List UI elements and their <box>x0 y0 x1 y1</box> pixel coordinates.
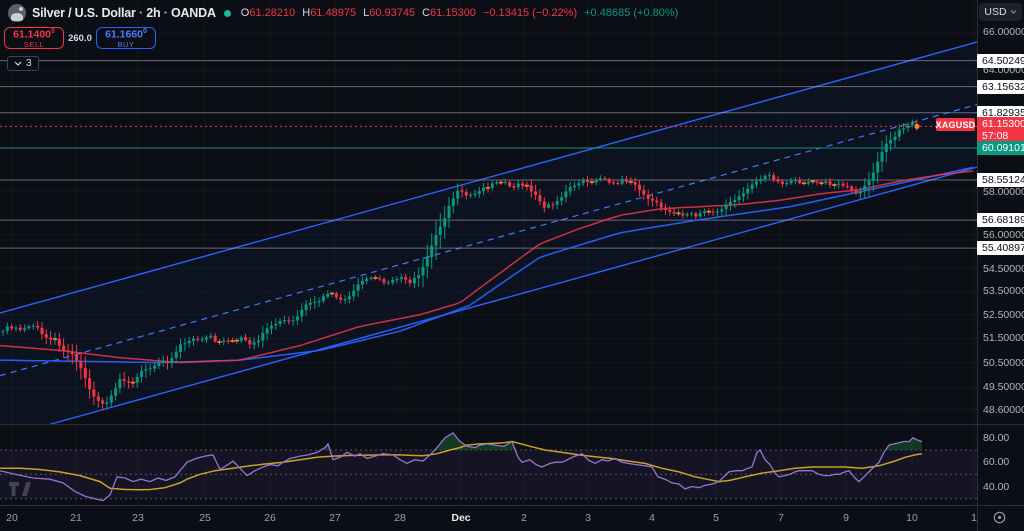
currency-toggle-button[interactable]: USD <box>979 3 1022 21</box>
time-axis[interactable]: 20 21 23 25 26 27 28 Dec 2 3 4 5 7 9 10 1 <box>0 506 977 531</box>
time-axis-label: 2 <box>521 512 527 524</box>
change-percent: +0.48685 (+0.80%) <box>584 7 679 19</box>
price-tick-label: 52.50000 <box>983 309 1024 321</box>
market-open-dot-icon[interactable] <box>223 9 231 17</box>
time-axis-label: 25 <box>199 512 211 524</box>
tradingview-logo-icon[interactable] <box>9 481 33 497</box>
close-value: 61.15300 <box>430 7 476 19</box>
time-axis-label: 9 <box>843 512 849 524</box>
vertical-grid <box>11 0 975 506</box>
price-tick-label: 50.50000 <box>983 357 1024 369</box>
ohlc-values: O61.28210 H61.48975 L60.93745 C61.15300 … <box>240 7 679 19</box>
price-tick-label: 66.00000 <box>983 26 1024 38</box>
time-axis-label: 4 <box>649 512 655 524</box>
chart-legend: Silver / U.S. Dollar · 2h · OANDA O61.28… <box>8 3 678 23</box>
price-tick-label: 48.60000 <box>983 404 1024 416</box>
change-absolute: −0.13415 (−0.22%) <box>482 7 578 19</box>
time-axis-label: 1 <box>971 512 977 524</box>
last-price-label: 61.15300 57:08 <box>977 117 1024 143</box>
price-level-lines[interactable] <box>0 60 977 249</box>
time-axis-label: 10 <box>906 512 918 524</box>
symbol-price-flag[interactable]: XAGUSD <box>935 118 976 131</box>
rsi-tick-label: 40.00 <box>983 481 1010 493</box>
bar-countdown-chip[interactable]: 3 <box>7 56 39 71</box>
rsi-line <box>0 432 923 502</box>
time-axis-label: 23 <box>132 512 144 524</box>
exchange-label: OANDA <box>170 6 216 20</box>
time-axis-label: 28 <box>394 512 406 524</box>
buy-button[interactable]: 61.16600 BUY <box>96 27 156 49</box>
price-tick-label: 53.50000 <box>983 285 1024 297</box>
rsi-tick-label: 60.00 <box>983 456 1010 468</box>
time-axis-label: 27 <box>329 512 341 524</box>
price-tick-label: 54.50000 <box>983 263 1024 275</box>
level-price-label: 64.50249 <box>977 54 1024 68</box>
time-axis-label: 26 <box>264 512 276 524</box>
time-axis-label: Dec <box>451 512 471 524</box>
chevron-down-icon <box>1010 10 1016 14</box>
price-tick-label: 58.00000 <box>983 186 1024 198</box>
time-axis-label: 21 <box>70 512 82 524</box>
price-scale[interactable]: USD 66.00000 64.00000 58.00000 56.00000 54.5… <box>977 0 1024 531</box>
sell-button[interactable]: 61.14000 SELL <box>4 27 64 49</box>
spread-value: 260.0 <box>68 32 92 44</box>
interval-label: 2h <box>146 6 161 20</box>
alt-price-label: 60.09101 <box>977 141 1024 155</box>
rsi-pane[interactable] <box>0 432 977 502</box>
price-tick-label: 49.50000 <box>983 381 1024 393</box>
level-price-label: 63.15632 <box>977 80 1024 94</box>
price-tick-label: 51.50000 <box>983 332 1024 344</box>
time-axis-label: 3 <box>585 512 591 524</box>
time-axis-label: 5 <box>713 512 719 524</box>
high-value: 61.48975 <box>310 7 357 19</box>
time-axis-label: 7 <box>778 512 784 524</box>
price-tick-label: 56.00000 <box>983 229 1024 241</box>
level-price-label: 58.55124 <box>977 173 1024 187</box>
axis-settings-icon[interactable] <box>992 510 1007 525</box>
symbol-logo-icon[interactable] <box>8 4 26 22</box>
trade-panel: 61.14000 SELL 260.0 61.16600 BUY <box>4 27 156 49</box>
low-value: 60.93745 <box>369 7 416 19</box>
level-price-label: 61.82935 <box>977 106 1024 120</box>
last-price-marker-dot <box>914 123 920 129</box>
level-price-label: 56.68189 <box>977 213 1024 227</box>
level-price-label: 55.40897 <box>977 241 1024 255</box>
symbol-title[interactable]: Silver / U.S. Dollar · 2h · OANDA <box>32 6 216 20</box>
candles-layer[interactable] <box>1 119 919 410</box>
parallel-channel-drawing[interactable] <box>0 41 977 438</box>
chevron-down-icon <box>14 61 22 66</box>
rsi-tick-label: 80.00 <box>983 432 1010 444</box>
time-axis-label: 20 <box>6 512 18 524</box>
open-value: 61.28210 <box>249 7 296 19</box>
